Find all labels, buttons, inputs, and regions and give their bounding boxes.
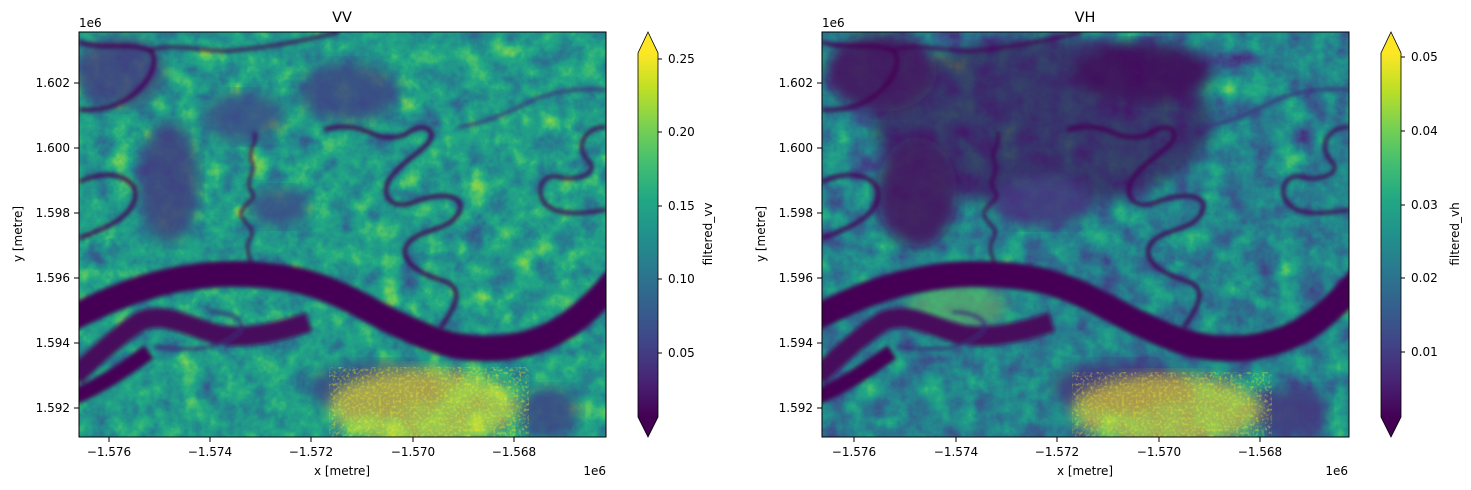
vv-xlabel: x [metre]	[314, 464, 370, 478]
vv-image	[79, 32, 606, 437]
vv-cbar-tick: 0.15	[668, 199, 695, 213]
vv-xtick: −1.576	[87, 445, 131, 459]
vh-xtick: −1.576	[832, 445, 876, 459]
vh-x-axis: −1.576 −1.574 −1.572 −1.570 −1.568 x [me…	[832, 437, 1348, 478]
vv-x-axis: −1.576 −1.574 −1.572 −1.570 −1.568 x [me…	[87, 437, 606, 478]
vv-ytick: 1.594	[36, 336, 70, 350]
vv-axes-frame	[78, 31, 607, 438]
vh-xtick: −1.570	[1137, 445, 1181, 459]
vv-cbar-label: filtered_vv	[701, 203, 715, 266]
vv-xtick: −1.572	[289, 445, 333, 459]
vv-y-offset-label: 1e6	[79, 16, 102, 30]
vv-ytick: 1.602	[36, 76, 70, 90]
vh-plot: VH 1e6	[754, 10, 1462, 478]
vh-xtick: −1.572	[1035, 445, 1079, 459]
vh-cbar-tick: 0.01	[1411, 345, 1438, 359]
vv-colorbar: 0.25 0.20 0.15 0.10 0.05 filtered_vv	[637, 31, 715, 438]
vv-y-axis: 1.602 1.600 1.598 1.596 1.594 1.592 y [m…	[11, 76, 79, 415]
vh-xlabel: x [metre]	[1057, 464, 1113, 478]
vh-ytick: 1.602	[779, 76, 813, 90]
vv-ytick: 1.598	[36, 206, 70, 220]
vh-title: VH	[1075, 10, 1096, 26]
vh-cbar-tick: 0.04	[1411, 124, 1438, 138]
vh-colorbar: 0.05 0.04 0.03 0.02 0.01 filtered_vh	[1380, 31, 1462, 438]
vh-y-offset-label: 1e6	[822, 16, 845, 30]
vv-cbar-tick: 0.20	[668, 125, 695, 139]
vh-xtick: −1.568	[1238, 445, 1282, 459]
vh-ytick: 1.594	[779, 336, 813, 350]
vh-ytick: 1.596	[779, 271, 813, 285]
vv-cbar-tick: 0.25	[668, 52, 695, 66]
vh-y-axis: 1.602 1.600 1.598 1.596 1.594 1.592 y [m…	[754, 76, 822, 415]
vh-ytick: 1.598	[779, 206, 813, 220]
vh-axes-frame	[821, 31, 1350, 438]
vh-cbar-tick: 0.03	[1411, 198, 1438, 212]
vv-x-offset-label: 1e6	[583, 464, 606, 478]
vv-xtick: −1.568	[492, 445, 536, 459]
vv-ytick: 1.596	[36, 271, 70, 285]
vv-ytick: 1.600	[36, 141, 70, 155]
vv-title: VV	[332, 10, 352, 26]
vh-cbar-tick: 0.05	[1411, 50, 1438, 64]
vv-plot: VV 1e6	[11, 10, 715, 478]
vh-ylabel: y [metre]	[754, 206, 768, 262]
vh-cbar-tick: 0.02	[1411, 271, 1438, 285]
vh-ytick: 1.592	[779, 401, 813, 415]
vv-ytick: 1.592	[36, 401, 70, 415]
vh-cbar-label: filtered_vh	[1448, 202, 1462, 265]
vh-xtick: −1.574	[934, 445, 978, 459]
vv-xtick: −1.574	[188, 445, 232, 459]
vh-image	[822, 32, 1349, 437]
vh-x-offset-label: 1e6	[1325, 464, 1348, 478]
vv-cbar-tick: 0.05	[668, 346, 695, 360]
vv-xtick: −1.570	[391, 445, 435, 459]
vh-ytick: 1.600	[779, 141, 813, 155]
vv-ylabel: y [metre]	[11, 206, 25, 262]
vv-cbar-tick: 0.10	[668, 272, 695, 286]
